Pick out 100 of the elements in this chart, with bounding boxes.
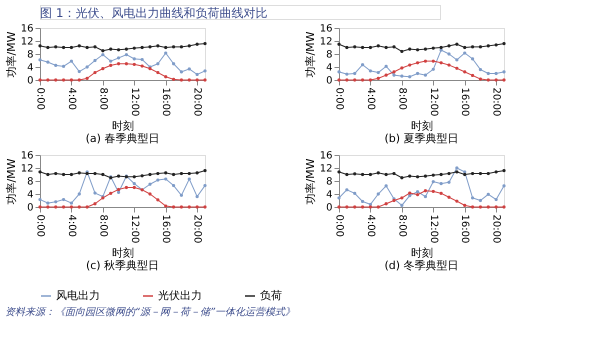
point xyxy=(337,205,341,209)
point xyxy=(345,78,348,82)
x-tick-label: 0:00 xyxy=(34,214,46,237)
x-tick-label: 4:00 xyxy=(364,214,376,237)
point xyxy=(38,58,42,62)
point xyxy=(455,58,458,62)
point xyxy=(93,191,97,195)
point xyxy=(78,171,81,174)
point xyxy=(172,62,176,66)
x-tick-label: 16:00 xyxy=(160,214,172,244)
point xyxy=(424,189,428,192)
point xyxy=(140,46,144,50)
point xyxy=(360,63,364,66)
point xyxy=(148,45,152,48)
point xyxy=(432,174,435,177)
x-tick-label: 16:00 xyxy=(459,88,470,116)
point xyxy=(38,78,42,82)
point xyxy=(337,78,341,82)
point xyxy=(188,78,191,82)
point xyxy=(353,192,356,195)
point xyxy=(188,67,191,71)
y-axis-title: 功率/MW xyxy=(304,158,317,205)
point xyxy=(78,70,81,74)
point xyxy=(70,202,74,205)
point xyxy=(463,46,466,50)
x-axis-title: 时刻 xyxy=(411,246,433,260)
x-tick-label: 20:00 xyxy=(192,214,203,244)
point xyxy=(376,76,380,80)
point xyxy=(203,205,207,209)
y-tick-label: 12 xyxy=(320,164,332,174)
point xyxy=(196,72,199,76)
point xyxy=(463,204,466,207)
y-tick-label: 8 xyxy=(27,176,34,188)
point xyxy=(78,205,81,209)
point xyxy=(470,196,474,200)
x-tick-label: 8:00 xyxy=(396,214,408,237)
point xyxy=(132,57,136,60)
point xyxy=(384,46,388,50)
point xyxy=(93,70,97,74)
point xyxy=(440,46,443,50)
point xyxy=(156,178,160,182)
point xyxy=(424,174,428,178)
point xyxy=(180,194,184,197)
point xyxy=(392,74,396,77)
point xyxy=(337,42,341,46)
y-tick-label: 8 xyxy=(27,50,34,60)
point xyxy=(172,45,176,48)
point xyxy=(455,42,458,46)
point xyxy=(148,182,152,186)
point xyxy=(447,63,451,67)
point xyxy=(345,172,348,176)
x-tick-label: 16:00 xyxy=(160,88,172,116)
point xyxy=(440,172,443,176)
point xyxy=(424,60,428,63)
point xyxy=(400,50,404,53)
point xyxy=(70,172,74,176)
point xyxy=(188,172,191,176)
x-tick-label: 4:00 xyxy=(364,88,376,110)
text: (c) 秋季典型日 xyxy=(86,258,160,272)
point xyxy=(432,190,435,193)
point xyxy=(70,78,74,82)
y-axis-title: 功率/MW xyxy=(4,158,18,205)
point xyxy=(432,180,435,184)
point xyxy=(180,70,184,74)
point xyxy=(416,48,420,52)
y-tick-label: 4 xyxy=(27,62,34,74)
x-tick-label: 20:00 xyxy=(192,88,203,116)
point xyxy=(400,176,404,180)
point xyxy=(196,78,199,82)
point xyxy=(408,174,412,178)
x-tick-label: 8:00 xyxy=(97,88,108,110)
point xyxy=(432,60,435,63)
point xyxy=(478,205,482,209)
point xyxy=(486,205,490,209)
point xyxy=(400,196,404,200)
point xyxy=(337,196,341,200)
y-tick-label: 16 xyxy=(320,24,332,34)
point xyxy=(494,78,498,82)
point xyxy=(54,172,58,176)
point xyxy=(180,205,184,209)
point xyxy=(368,69,372,72)
point xyxy=(156,172,160,176)
point xyxy=(164,51,168,55)
point xyxy=(116,48,120,52)
caption: 图 1：光伏、风电出力曲线和负荷曲线对比 xyxy=(40,6,268,20)
point xyxy=(101,67,104,70)
point xyxy=(46,172,50,176)
point xyxy=(38,205,42,209)
point xyxy=(132,46,136,50)
point xyxy=(502,184,506,188)
y-tick-label: 16 xyxy=(20,24,34,34)
point xyxy=(101,53,104,56)
legend-label: 光伏出力 xyxy=(158,289,202,302)
point xyxy=(70,60,74,63)
text: (a) 春季典型日 xyxy=(86,132,160,145)
point xyxy=(172,184,176,188)
point xyxy=(46,202,50,205)
point xyxy=(196,205,199,209)
point xyxy=(54,200,58,204)
point xyxy=(353,78,356,82)
